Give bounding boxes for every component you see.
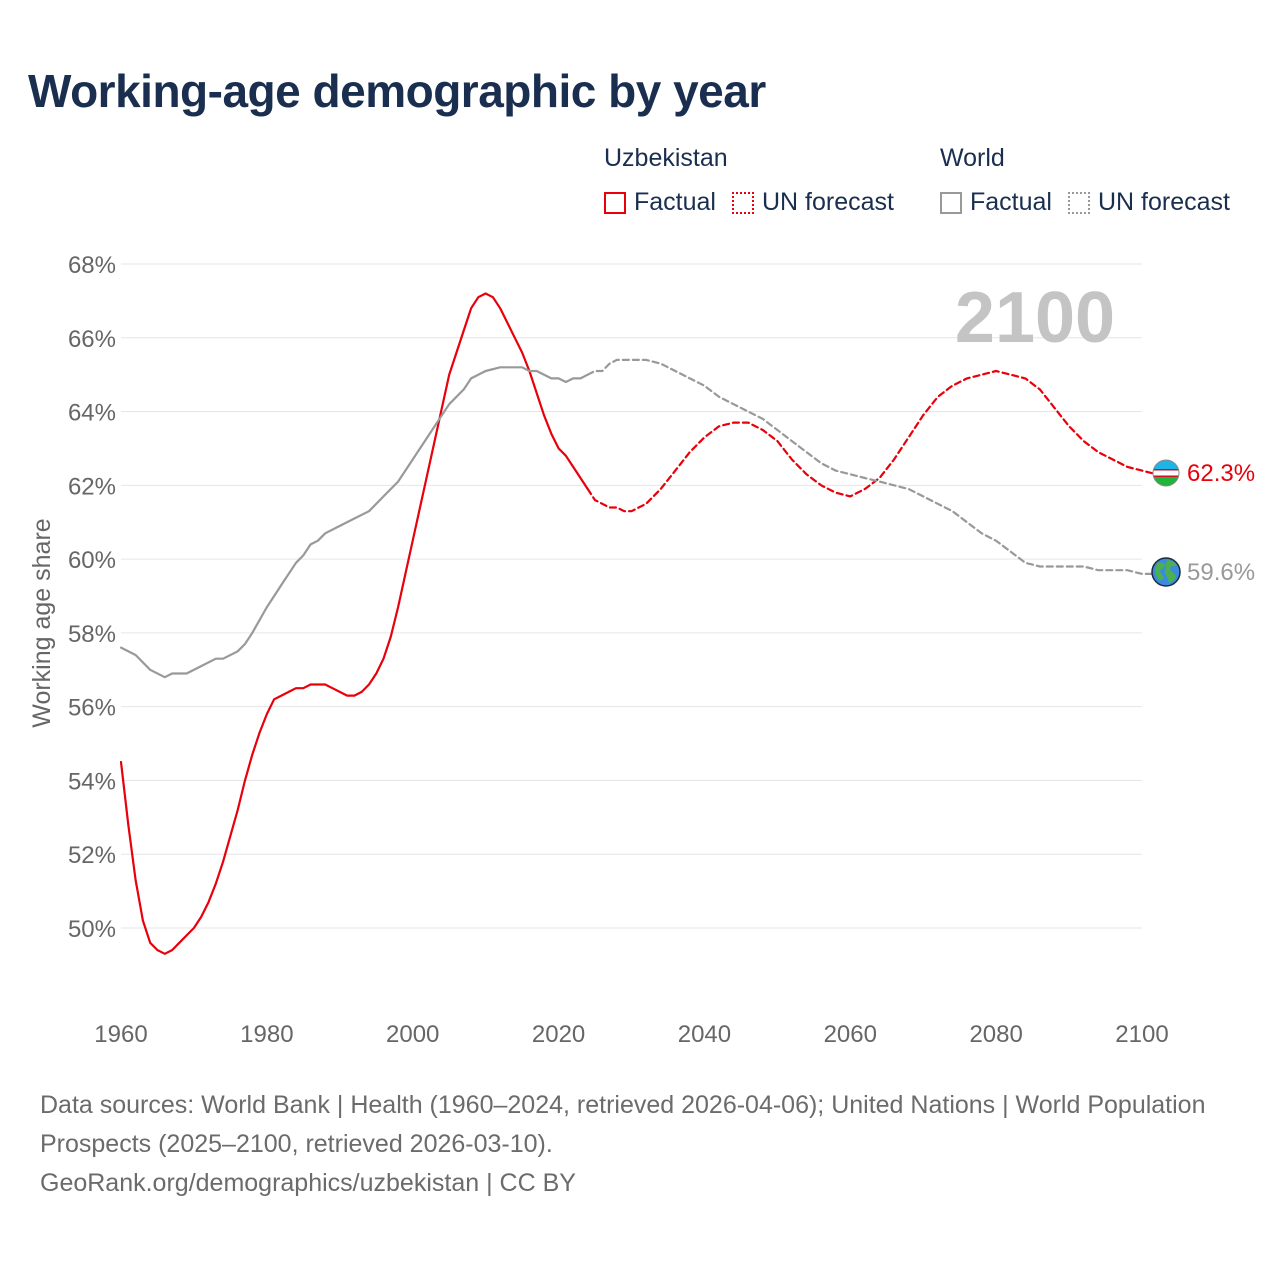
world-end-label: 59.6%: [1187, 559, 1255, 586]
series-lines: [119, 292, 1158, 955]
uzbekistan-end-label: 62.3%: [1187, 460, 1255, 487]
x-tick-label: 2020: [532, 1021, 585, 1048]
y-axis-label: Working age share: [28, 518, 56, 727]
x-tick-label: 2040: [678, 1021, 731, 1048]
legend-group-world: World Factual UN forecast: [940, 144, 1246, 217]
legend-swatch-solid: [604, 191, 626, 214]
legend-label: Factual: [634, 188, 716, 216]
x-tick-label: 2000: [386, 1021, 439, 1048]
world-forecast-line: [586, 358, 1158, 575]
y-tick-label: 56%: [68, 695, 116, 722]
x-tick-label: 2100: [1115, 1021, 1168, 1048]
x-tick-label: 2080: [969, 1021, 1022, 1048]
uzbekistan-forecast-line: [586, 369, 1158, 513]
y-tick-label: 52%: [68, 842, 116, 869]
legend-group-uzbekistan: Uzbekistan Factual UN forecast: [604, 144, 910, 217]
credit-link[interactable]: GeoRank.org/demographics/uzbekistan | CC…: [40, 1169, 576, 1197]
chart-title: Working-age demographic by year: [28, 65, 766, 117]
legend-label: UN forecast: [761, 188, 894, 216]
line-chart: 50% 52% 54% 56% 58% 60% 62% 64% 66% 68% 1960 1980 2…: [28, 252, 1255, 1048]
legend-group-title: World: [940, 144, 1005, 172]
uzbekistan-flag-icon: [1152, 459, 1180, 487]
world-factual-line: [119, 366, 589, 679]
y-tick-label: 62%: [68, 473, 116, 500]
legend-label: UN forecast: [1097, 188, 1230, 216]
y-tick-label: 66%: [68, 326, 116, 353]
legend-swatch-solid: [940, 191, 962, 214]
y-tick-label: 64%: [68, 400, 116, 427]
y-axis-ticks: 50% 52% 54% 56% 58% 60% 62% 64% 66% 68%: [68, 252, 116, 943]
data-sources-text: Data sources: World Bank | Health (1960–…: [40, 1091, 1206, 1158]
y-tick-label: 50%: [68, 916, 116, 943]
year-watermark: 2100: [955, 278, 1115, 358]
gridlines: [121, 263, 1142, 929]
end-labels: 62.3% 59.6%: [1187, 460, 1255, 586]
legend-swatch-dotted: [1067, 191, 1090, 214]
legend-item-uzbekistan-forecast[interactable]: UN forecast: [731, 188, 894, 217]
legend-item-world-forecast[interactable]: UN forecast: [1067, 188, 1230, 217]
y-tick-label: 68%: [68, 252, 116, 279]
y-tick-label: 60%: [68, 547, 116, 574]
footer: Data sources: World Bank | Health (1960–…: [40, 1086, 1240, 1203]
legend-label: Factual: [970, 188, 1052, 216]
x-axis-ticks: 1960 1980 2000 2020 2040 2060 2080 2100: [94, 1021, 1168, 1048]
legend-item-uzbekistan-factual[interactable]: Factual: [604, 188, 716, 217]
uzbekistan-factual-line: [119, 292, 589, 955]
legend-swatch-dotted: [731, 191, 754, 214]
x-tick-label: 2060: [824, 1021, 877, 1048]
legend-group-title: Uzbekistan: [604, 144, 728, 172]
end-markers: [1151, 459, 1181, 587]
y-tick-label: 54%: [68, 768, 116, 795]
y-tick-label: 58%: [68, 621, 116, 648]
x-tick-label: 1960: [94, 1021, 147, 1048]
x-tick-label: 1980: [240, 1021, 293, 1048]
globe-icon: [1151, 557, 1181, 587]
legend-item-world-factual[interactable]: Factual: [940, 188, 1052, 217]
